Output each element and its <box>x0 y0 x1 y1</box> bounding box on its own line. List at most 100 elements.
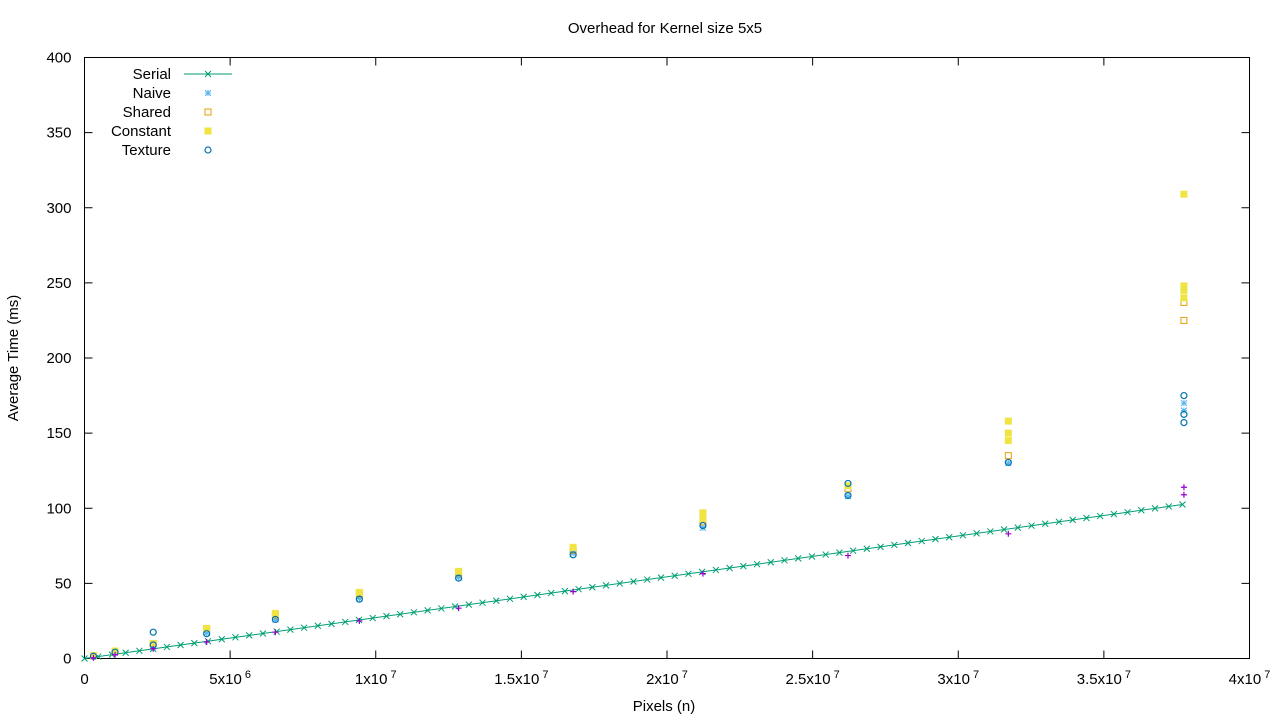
data-point <box>547 589 555 597</box>
x-axis-label: Pixels (n) <box>633 698 696 715</box>
series-2 <box>89 298 1188 660</box>
data-point <box>204 637 212 645</box>
data-point <box>1055 518 1063 526</box>
data-point <box>300 624 308 632</box>
data-point <box>232 633 239 641</box>
data-marks <box>81 190 1188 662</box>
data-point <box>273 628 281 635</box>
data-point <box>1028 522 1035 530</box>
series-0 <box>81 501 1186 662</box>
data-point <box>438 605 445 612</box>
data-point <box>245 632 253 639</box>
plot-frame <box>84 57 1250 659</box>
data-point <box>272 629 279 636</box>
y-tick-label: 200 <box>46 350 71 367</box>
data-point <box>767 558 775 566</box>
data-point <box>1180 294 1188 302</box>
data-point <box>726 564 733 572</box>
x-tick-label: 5x10 6 <box>209 669 251 688</box>
data-point <box>355 595 363 603</box>
data-point <box>932 535 939 543</box>
axes: 0 50 100 150 200 250 300 350 400 0 5x10 6 1x10 7 1.5x1… <box>46 50 1270 689</box>
x-tick-label: 3x10 7 <box>937 669 979 688</box>
data-point <box>904 539 912 547</box>
data-point <box>1110 510 1118 518</box>
data-point <box>506 595 514 603</box>
data-point <box>1180 407 1188 414</box>
data-point <box>341 618 349 626</box>
data-point <box>844 552 851 559</box>
data-point <box>1014 524 1022 531</box>
data-point <box>685 570 692 578</box>
legend-label: Serial <box>133 66 171 83</box>
data-point <box>699 570 706 577</box>
data-point <box>561 587 569 595</box>
data-point <box>1096 512 1104 520</box>
data-point <box>918 537 926 545</box>
data-point <box>479 599 486 607</box>
data-point <box>1004 429 1012 437</box>
data-point <box>1069 516 1077 524</box>
data-point <box>356 595 363 602</box>
data-point <box>287 626 294 633</box>
data-point <box>534 591 541 599</box>
legend-label: Naive <box>133 85 171 102</box>
data-point <box>203 638 210 645</box>
data-point <box>844 479 852 488</box>
data-point <box>1151 504 1159 512</box>
data-point <box>396 610 404 618</box>
data-point <box>569 551 577 559</box>
data-point <box>190 639 198 647</box>
chart-title: Overhead for Kernel size 5x5 <box>568 20 762 37</box>
data-point <box>959 531 967 539</box>
x-tick-label: 3.5x10 7 <box>1077 669 1131 688</box>
data-point <box>602 581 610 589</box>
data-point <box>643 576 651 583</box>
data-point <box>455 605 462 612</box>
data-point <box>794 555 802 562</box>
data-point <box>1180 282 1188 290</box>
legend-label: Constant <box>111 123 172 140</box>
data-point <box>410 608 418 616</box>
data-point <box>1004 452 1012 460</box>
series-3 <box>89 190 1188 659</box>
legend-marker <box>204 127 212 135</box>
data-point <box>575 585 582 593</box>
y-tick-label: 0 <box>63 651 71 668</box>
data-point <box>877 543 884 551</box>
y-tick-label: 250 <box>46 275 71 292</box>
data-point <box>1180 399 1188 407</box>
data-point <box>136 647 143 655</box>
data-point <box>1180 484 1187 491</box>
data-point <box>849 547 857 555</box>
data-point <box>328 620 335 628</box>
data-point <box>1165 503 1173 510</box>
y-tick-label: 100 <box>46 500 71 517</box>
data-point <box>1179 501 1186 508</box>
data-point <box>90 654 97 661</box>
data-point <box>808 553 816 560</box>
x-tick-label: 4x10 7 <box>1229 669 1271 688</box>
data-point <box>424 607 431 614</box>
data-point <box>1041 520 1049 528</box>
data-point <box>822 551 830 558</box>
series-4 <box>89 391 1188 660</box>
y-tick-label: 300 <box>46 200 71 217</box>
legend-marker <box>204 89 212 97</box>
data-point <box>1004 458 1012 467</box>
y-tick-label: 350 <box>46 125 71 142</box>
data-point <box>1000 526 1008 533</box>
data-point <box>383 612 390 620</box>
data-point <box>987 528 994 535</box>
data-point <box>588 583 596 591</box>
data-point <box>163 643 171 651</box>
data-point <box>259 630 267 637</box>
data-point <box>699 515 707 523</box>
data-point <box>492 597 500 605</box>
data-point <box>177 641 184 649</box>
x-tick-label: 0 <box>80 671 88 688</box>
data-point <box>945 533 953 541</box>
data-point <box>671 572 679 580</box>
x-tick-label: 1.5x10 7 <box>494 669 548 688</box>
legend-label: Shared <box>123 104 171 121</box>
